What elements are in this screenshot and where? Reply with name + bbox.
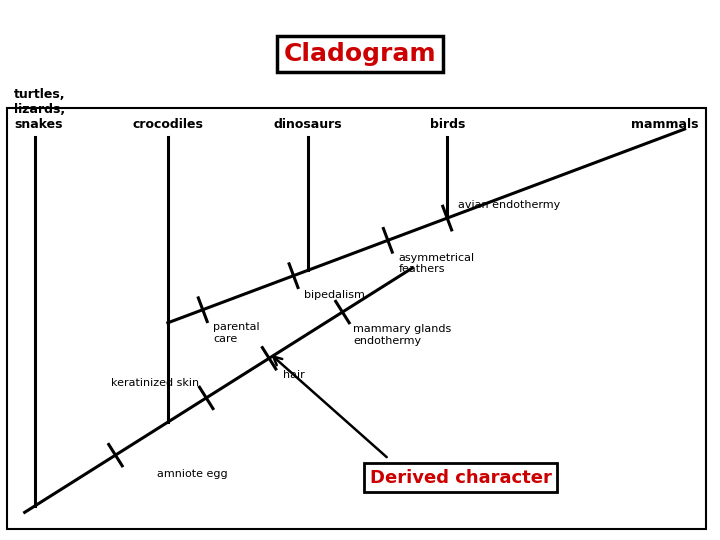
Text: Cladogram: Cladogram [284,42,436,66]
Text: amniote egg: amniote egg [158,469,228,479]
Text: keratinized skin: keratinized skin [111,378,199,388]
Text: crocodiles: crocodiles [132,118,203,131]
Text: turtles,
lizards,
snakes: turtles, lizards, snakes [14,88,66,131]
Text: asymmetrical
feathers: asymmetrical feathers [398,253,474,274]
Text: birds: birds [430,118,465,131]
Text: Derived character: Derived character [370,469,552,487]
Text: mammary glands
endothermy: mammary glands endothermy [353,325,451,346]
Text: bipedalism: bipedalism [304,289,365,300]
Text: hair: hair [283,370,305,380]
Text: dinosaurs: dinosaurs [273,118,342,131]
Text: parental
care: parental care [213,322,260,343]
Text: mammals: mammals [631,118,698,131]
Text: avian endothermy: avian endothermy [458,200,560,211]
